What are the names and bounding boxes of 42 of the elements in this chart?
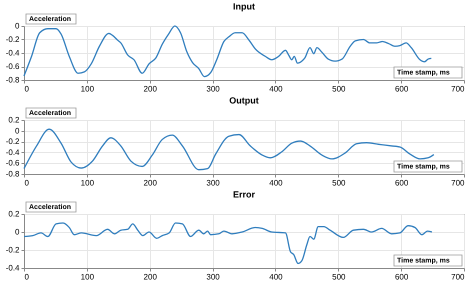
y-tick-label: -0.2 [6,246,20,254]
x-tick-label: 0 [24,178,30,188]
y-tick-label: 0 [15,126,20,136]
y-tick-label: -0.2 [6,137,20,146]
x-tick-label: 400 [269,84,284,94]
x-tick-label: 200 [144,84,158,94]
y-tick-label: -0.4 [6,264,20,272]
x-tick-label: 500 [332,84,346,94]
x-tick-label: 400 [269,272,284,281]
chart-title: Error [232,190,256,200]
x-tick-label: 500 [332,178,346,188]
y-tick-label: 0 [15,228,20,236]
x-tick-label: 700 [451,84,466,94]
y-tick-label: -0.2 [6,35,20,44]
x-tick-label: 200 [144,272,158,281]
x-tick-label: 0 [24,272,30,281]
y-tick-label: -0.8 [6,76,20,84]
x-tick-label: 100 [80,272,95,281]
y-tick-label: -0.8 [6,170,20,178]
y-tick-label: 0.2 [8,210,20,218]
y-tick-label: 0.2 [8,116,20,124]
x-tick-label: 600 [394,272,409,281]
x-tick-label: 500 [332,272,346,281]
x-tick-label: 600 [394,84,409,94]
x-tick-label: 100 [80,178,95,188]
x-tick-label: 300 [206,272,220,281]
x-tick-label: 400 [269,178,284,188]
x-tick-label: 700 [451,178,466,188]
x-tick-label: 100 [80,84,95,94]
x-tick-label: 300 [206,178,220,188]
y-tick-label: -0.4 [6,148,20,157]
chart-title: Input [233,2,255,12]
x-tick-label: 700 [451,272,466,281]
y-tick-label: -0.4 [6,48,20,58]
x-tick-label: 600 [394,178,409,188]
y-tick-label: 0 [15,22,20,30]
x-tick-label: 0 [24,84,30,94]
x-tick-label: 300 [206,84,220,94]
x-tick-label: 200 [144,178,158,188]
y-tick-label: -0.6 [6,158,20,168]
chart-title: Output [229,96,259,106]
y-tick-label: -0.6 [6,62,20,71]
